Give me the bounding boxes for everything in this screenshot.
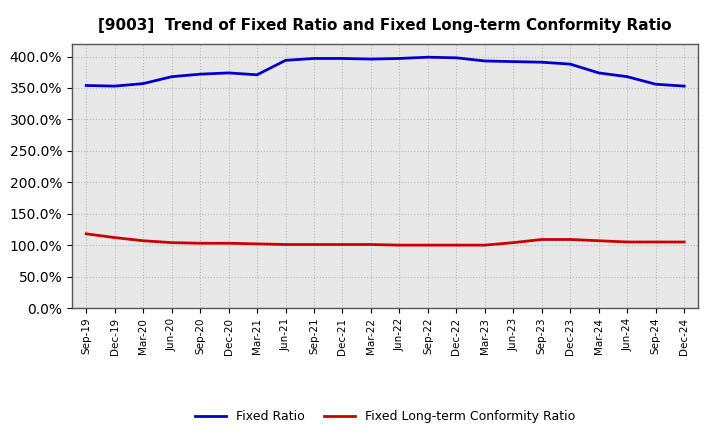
Fixed Ratio [537, 59, 546, 65]
Legend: Fixed Ratio, Fixed Long-term Conformity Ratio: Fixed Ratio, Fixed Long-term Conformity … [190, 406, 580, 429]
Fixed Long-term Conformity Ratio [595, 238, 603, 243]
Fixed Long-term Conformity Ratio [623, 239, 631, 245]
Fixed Ratio [225, 70, 233, 76]
Fixed Long-term Conformity Ratio [110, 235, 119, 240]
Fixed Long-term Conformity Ratio [196, 241, 204, 246]
Fixed Ratio [395, 56, 404, 61]
Fixed Ratio [480, 59, 489, 64]
Fixed Long-term Conformity Ratio [282, 242, 290, 247]
Fixed Ratio [452, 55, 461, 60]
Fixed Long-term Conformity Ratio [82, 231, 91, 236]
Fixed Ratio [338, 56, 347, 61]
Fixed Long-term Conformity Ratio [480, 242, 489, 248]
Fixed Ratio [566, 62, 575, 67]
Fixed Long-term Conformity Ratio [680, 239, 688, 245]
Fixed Ratio [423, 55, 432, 60]
Fixed Long-term Conformity Ratio [253, 241, 261, 246]
Fixed Long-term Conformity Ratio [537, 237, 546, 242]
Fixed Ratio [595, 70, 603, 76]
Fixed Long-term Conformity Ratio [566, 237, 575, 242]
Fixed Ratio [509, 59, 518, 64]
Line: Fixed Ratio: Fixed Ratio [86, 57, 684, 86]
Fixed Long-term Conformity Ratio [452, 242, 461, 248]
Fixed Ratio [82, 83, 91, 88]
Fixed Ratio [282, 58, 290, 63]
Fixed Long-term Conformity Ratio [652, 239, 660, 245]
Fixed Long-term Conformity Ratio [509, 240, 518, 245]
Fixed Ratio [366, 56, 375, 62]
Fixed Ratio [196, 72, 204, 77]
Fixed Ratio [110, 84, 119, 89]
Fixed Long-term Conformity Ratio [366, 242, 375, 247]
Fixed Ratio [139, 81, 148, 86]
Fixed Long-term Conformity Ratio [167, 240, 176, 245]
Fixed Long-term Conformity Ratio [139, 238, 148, 243]
Fixed Ratio [623, 74, 631, 79]
Fixed Long-term Conformity Ratio [395, 242, 404, 248]
Line: Fixed Long-term Conformity Ratio: Fixed Long-term Conformity Ratio [86, 234, 684, 245]
Fixed Long-term Conformity Ratio [225, 241, 233, 246]
Fixed Ratio [253, 72, 261, 77]
Title: [9003]  Trend of Fixed Ratio and Fixed Long-term Conformity Ratio: [9003] Trend of Fixed Ratio and Fixed Lo… [99, 18, 672, 33]
Fixed Ratio [652, 81, 660, 87]
Fixed Long-term Conformity Ratio [310, 242, 318, 247]
Fixed Ratio [680, 84, 688, 89]
Fixed Long-term Conformity Ratio [338, 242, 347, 247]
Fixed Ratio [310, 56, 318, 61]
Fixed Ratio [167, 74, 176, 79]
Fixed Long-term Conformity Ratio [423, 242, 432, 248]
